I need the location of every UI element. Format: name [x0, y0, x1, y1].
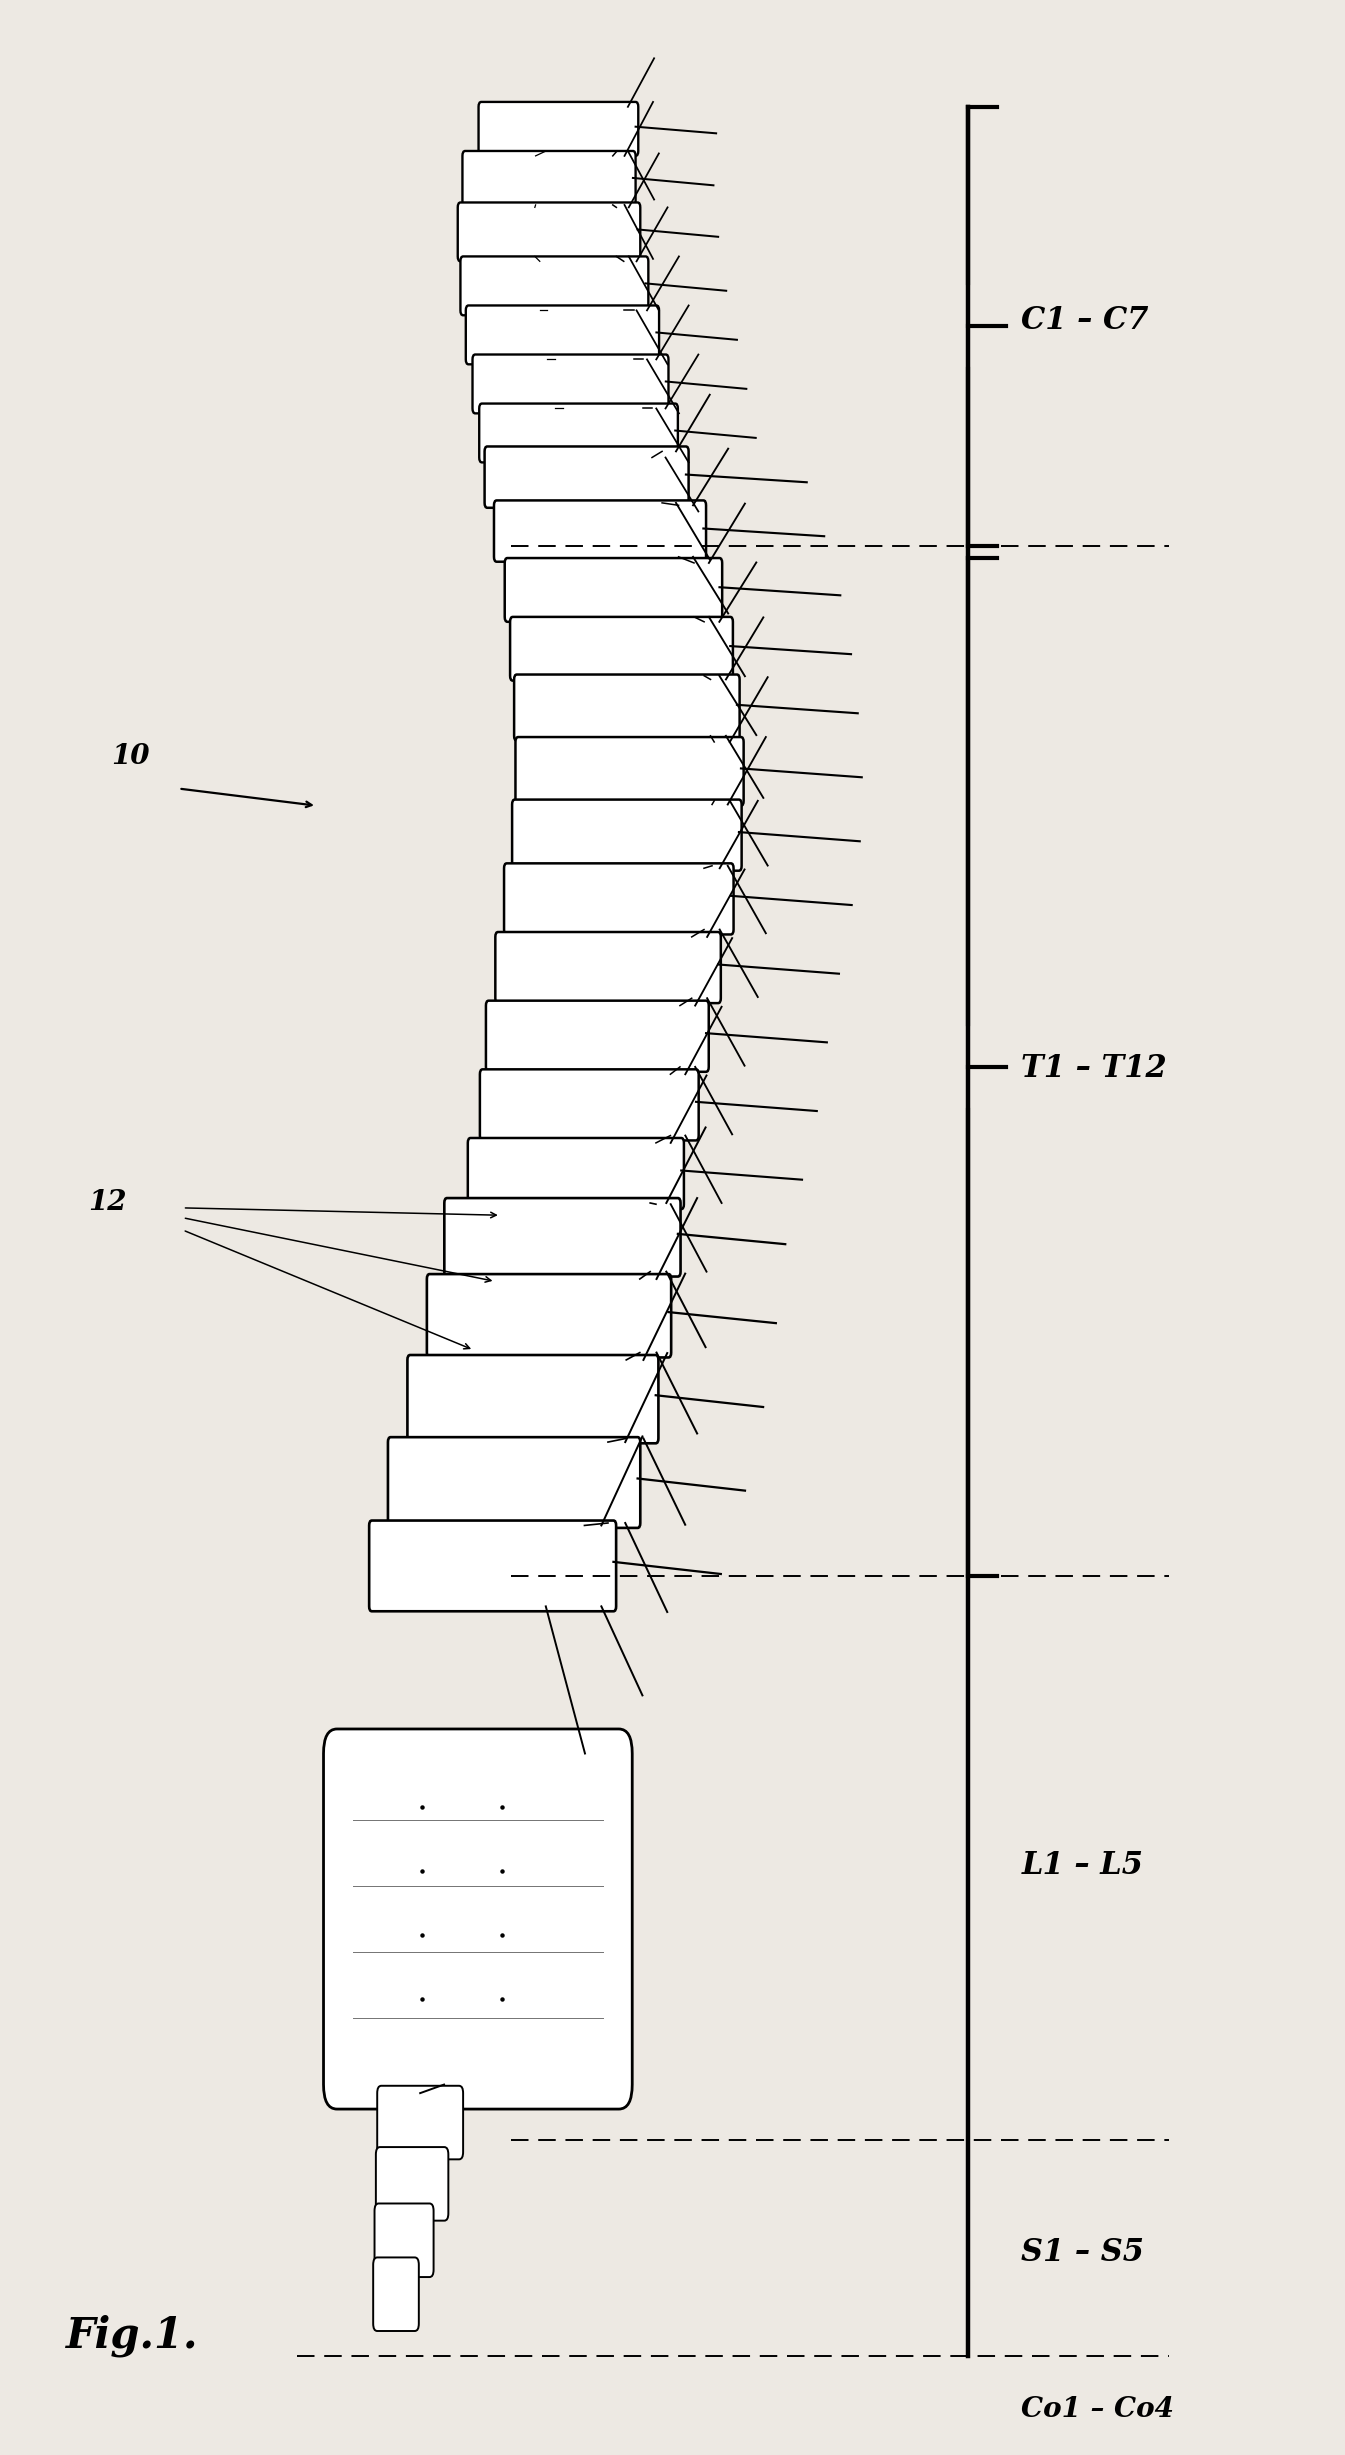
FancyBboxPatch shape [515, 736, 744, 805]
Text: T1 – T12: T1 – T12 [1021, 1053, 1167, 1083]
FancyBboxPatch shape [479, 403, 678, 462]
Text: L1 – L5: L1 – L5 [1021, 1849, 1143, 1881]
FancyBboxPatch shape [472, 354, 668, 412]
Ellipse shape [484, 346, 650, 373]
FancyBboxPatch shape [468, 1139, 683, 1210]
FancyBboxPatch shape [460, 255, 648, 314]
FancyBboxPatch shape [495, 933, 721, 1004]
Text: Fig.1.: Fig.1. [66, 2315, 198, 2357]
Text: C1 – C7: C1 – C7 [1021, 304, 1149, 336]
Ellipse shape [455, 1255, 658, 1296]
Text: Co1 – Co4: Co1 – Co4 [1021, 2396, 1174, 2423]
Ellipse shape [506, 987, 699, 1019]
FancyBboxPatch shape [377, 2087, 463, 2160]
FancyBboxPatch shape [512, 800, 741, 872]
FancyBboxPatch shape [369, 1520, 616, 1610]
Ellipse shape [436, 1336, 646, 1377]
FancyBboxPatch shape [465, 304, 659, 363]
FancyBboxPatch shape [494, 501, 706, 562]
Ellipse shape [530, 788, 726, 820]
FancyBboxPatch shape [374, 2205, 433, 2278]
FancyBboxPatch shape [408, 1355, 659, 1444]
FancyBboxPatch shape [510, 616, 733, 680]
FancyBboxPatch shape [504, 864, 733, 935]
Ellipse shape [515, 918, 712, 950]
FancyBboxPatch shape [426, 1274, 671, 1358]
Ellipse shape [525, 852, 721, 884]
Ellipse shape [394, 1502, 612, 1544]
FancyBboxPatch shape [457, 201, 640, 260]
Ellipse shape [531, 724, 725, 756]
FancyBboxPatch shape [373, 2259, 418, 2330]
Ellipse shape [477, 297, 639, 324]
FancyBboxPatch shape [480, 1070, 698, 1142]
FancyBboxPatch shape [479, 103, 639, 155]
FancyBboxPatch shape [514, 675, 740, 741]
Ellipse shape [475, 191, 623, 218]
Text: 10: 10 [112, 744, 149, 771]
FancyBboxPatch shape [375, 2148, 448, 2222]
Ellipse shape [488, 1124, 677, 1156]
FancyBboxPatch shape [463, 150, 636, 209]
Ellipse shape [473, 246, 629, 273]
Ellipse shape [498, 1056, 689, 1088]
Text: 12: 12 [89, 1191, 128, 1218]
FancyBboxPatch shape [484, 447, 689, 508]
FancyBboxPatch shape [387, 1436, 640, 1527]
FancyBboxPatch shape [504, 557, 722, 621]
Ellipse shape [416, 1419, 632, 1461]
FancyBboxPatch shape [324, 1728, 632, 2109]
Ellipse shape [525, 604, 710, 636]
Ellipse shape [506, 489, 681, 520]
FancyBboxPatch shape [444, 1198, 681, 1277]
Ellipse shape [529, 663, 720, 695]
Ellipse shape [486, 142, 621, 167]
Ellipse shape [491, 395, 659, 422]
FancyBboxPatch shape [486, 1002, 709, 1073]
Text: S1 – S5: S1 – S5 [1021, 2237, 1145, 2268]
Ellipse shape [515, 545, 698, 577]
